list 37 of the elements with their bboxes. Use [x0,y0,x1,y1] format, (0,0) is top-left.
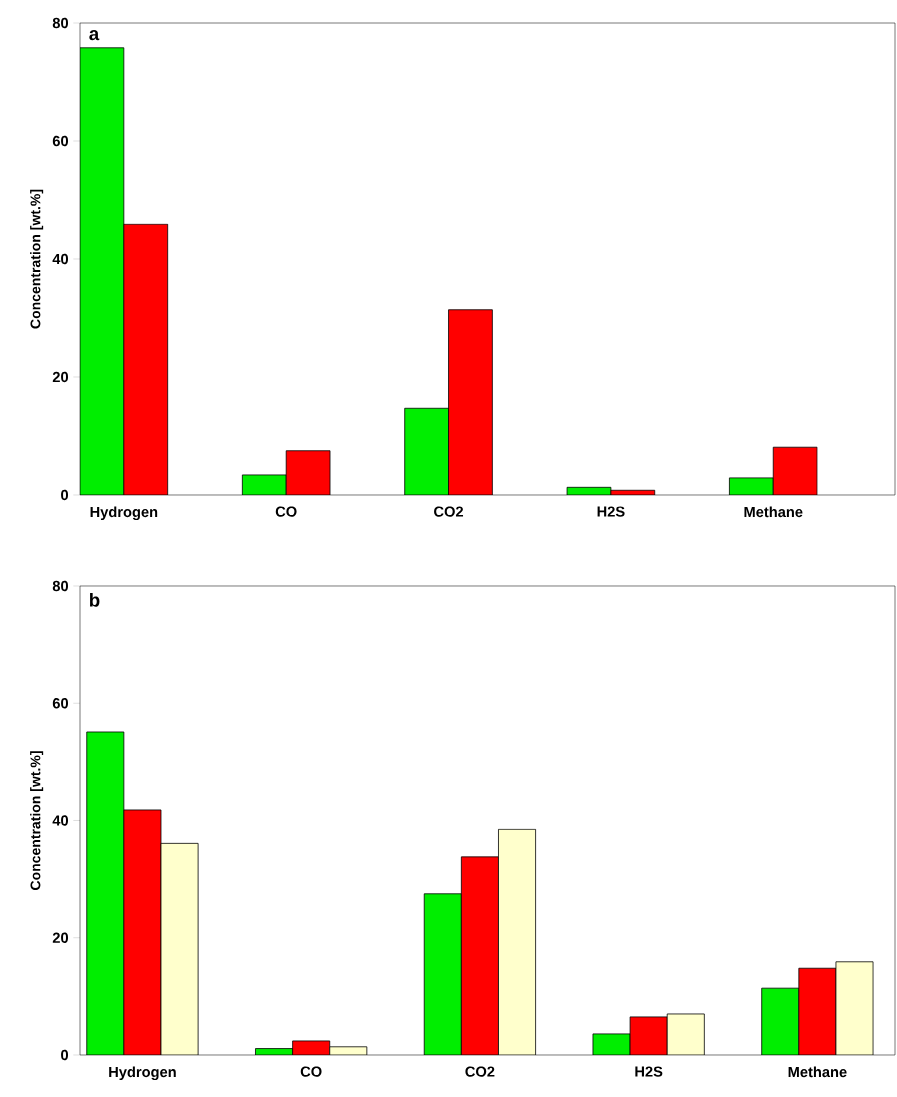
y-tick-label: 40 [52,815,69,826]
bar [423,893,462,1055]
bar [404,407,449,495]
x-tick-label: CO2 [465,1066,495,1077]
bar [666,1013,705,1055]
y-tick-label: 40 [52,253,69,265]
y-tick-label: 80 [52,580,69,592]
y-tick-label: 20 [52,932,69,943]
bar [498,828,536,1055]
x-tick-label: Methane [744,506,803,518]
y-tick-label: 60 [52,698,69,709]
x-tick-label: CO [300,1066,322,1077]
bar [80,47,125,495]
y-tick-label: 0 [61,489,69,501]
x-tick-label: Hydrogen [109,1066,176,1081]
x-tick-label: CO2 [434,506,464,517]
bar [798,967,837,1055]
bar [629,1016,668,1055]
y-tick-label: 20 [52,371,69,383]
bar [123,809,161,1055]
y-axis-title: Concentration [wt.%] [30,189,44,329]
y-tick-label: 60 [52,135,69,147]
bar [86,731,124,1055]
bar [835,961,874,1055]
y-axis-title: Concentration [wt.%] [30,751,44,890]
x-tick-label: Methane [788,1066,847,1078]
bar [161,843,199,1055]
annotation: b [90,593,100,607]
bar [460,856,499,1055]
y-tick-label: 0 [61,1049,69,1061]
x-tick-label: H2S [597,506,625,517]
annotation: a [89,30,100,41]
x-tick-label: H2S [635,1066,663,1077]
x-tick-label: Hydrogen [90,506,158,521]
bar [761,987,800,1055]
x-tick-label: CO [275,506,297,517]
y-tick-label: 80 [52,17,69,29]
